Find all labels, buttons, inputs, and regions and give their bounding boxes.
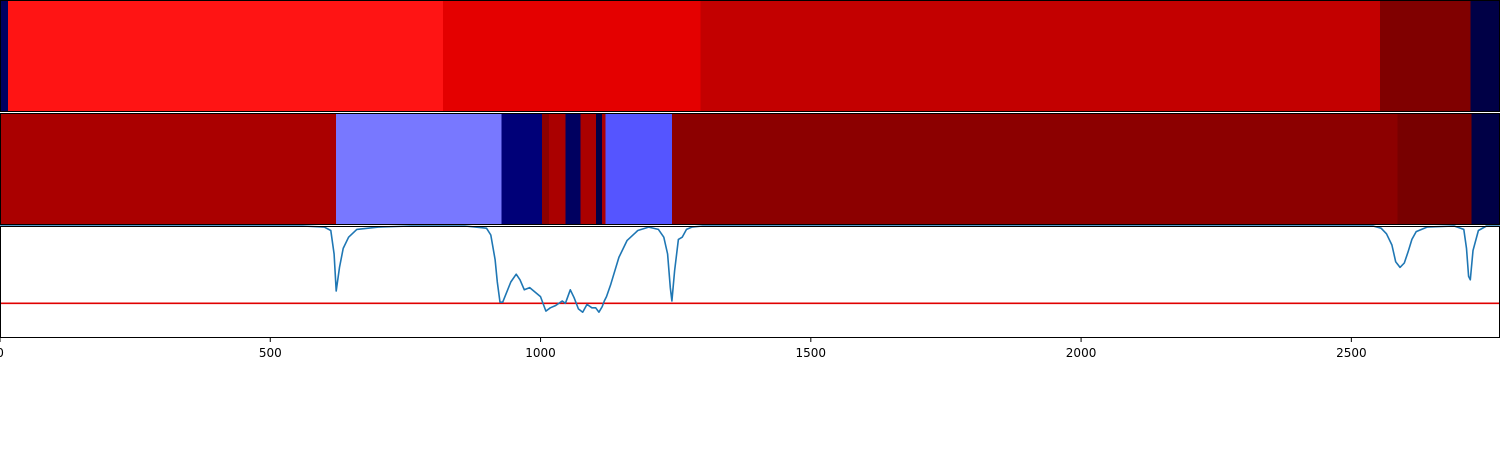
track-2-segment-10: [605, 113, 672, 225]
x-tick-label-6: 2500: [1336, 346, 1367, 360]
track-2-segment-2: [336, 113, 502, 225]
track-2-segment-11: [671, 113, 1398, 225]
x-tick-label-1: 0: [0, 346, 4, 360]
x-tick-label-3: 1000: [525, 346, 556, 360]
line-panel: [0, 225, 1500, 338]
heatmap-track-2: [0, 113, 1500, 225]
x-axis: 0 500 1000 1500 2000 2500: [0, 338, 1367, 360]
track-2-segment-8: [596, 113, 603, 225]
track-1-segment-6: [1470, 0, 1500, 112]
track-2-segment-3: [501, 113, 543, 225]
track-1-segment-5: [1380, 0, 1471, 112]
track-2-segment-4: [542, 113, 550, 225]
x-tick-label-4: 1500: [796, 346, 827, 360]
track-2-segment-7: [580, 113, 597, 225]
heatmap-track-1: [0, 0, 1500, 112]
x-tick-label-5: 2000: [1066, 346, 1097, 360]
track-2-segment-13: [1471, 113, 1500, 225]
track-1-segment-1: [0, 0, 9, 112]
track-2-segment-12: [1397, 113, 1472, 225]
track-2-segment-5: [549, 113, 566, 225]
track-2-segment-1: [0, 113, 337, 225]
line-panel-background: [0, 226, 1500, 338]
track-1-segment-3: [443, 0, 701, 112]
track-1-segment-4: [700, 0, 1380, 112]
x-tick-label-2: 500: [259, 346, 282, 360]
track-2-segment-9: [602, 113, 606, 225]
track-1-segment-2: [8, 0, 444, 112]
track-2-segment-6: [565, 113, 581, 225]
